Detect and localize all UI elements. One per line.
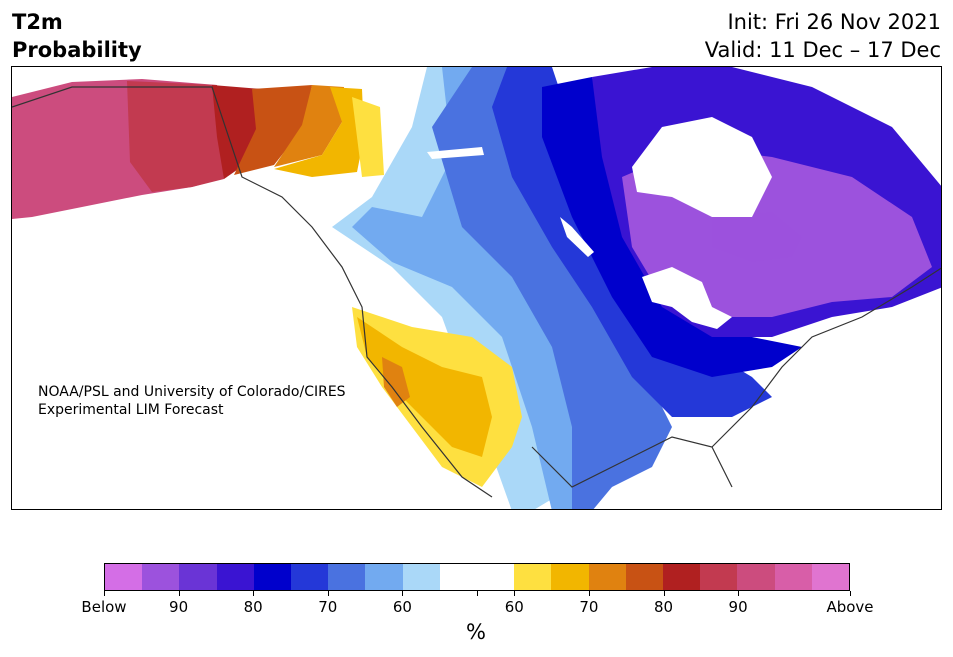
colorbar-tick — [178, 591, 180, 596]
coastline-outline — [12, 86, 941, 498]
colorbar-cell — [216, 564, 254, 590]
colorbar-cell — [514, 564, 552, 590]
probability-map — [12, 67, 941, 509]
colorbar-tick-label: 80 — [653, 598, 674, 616]
colorbar-tick — [663, 591, 665, 596]
colorbar-tick-label: Above — [826, 598, 874, 616]
colorbar-tick-label: 90 — [169, 598, 189, 616]
credit-text: NOAA/PSL and University of Colorado/CIRE… — [38, 383, 346, 419]
valid-range: Valid: 11 Dec – 17 Dec — [704, 38, 941, 62]
region-alaska-above-80 — [127, 81, 224, 192]
lake-athabasca — [427, 147, 484, 159]
colorbar-cell — [253, 564, 292, 590]
region-bc-above-60 — [234, 85, 312, 175]
colorbar-cell — [328, 564, 366, 590]
init-date: Init: Fri 26 Nov 2021 — [727, 10, 941, 34]
colorbar-cell — [291, 564, 329, 590]
region-bc-above-30 — [352, 97, 384, 177]
probability-colorbar — [104, 563, 850, 591]
colorbar-tick-label: Below — [81, 598, 127, 616]
region-plains-below-40 — [352, 67, 597, 509]
colorbar-cell — [774, 564, 812, 590]
colorbar-cell — [142, 564, 180, 590]
colorbar-tick — [588, 591, 590, 596]
colorbar-tick — [104, 591, 105, 596]
colorbar-cell — [811, 564, 850, 590]
colorbar-cell — [105, 564, 143, 590]
region-yukon-above-70 — [212, 85, 262, 179]
colorbar-cell — [179, 564, 217, 590]
colorbar-tick-label: 80 — [243, 598, 263, 616]
colorbar-cell — [551, 564, 589, 590]
colorbar-tick-label: 70 — [579, 598, 599, 616]
region-southwest-above-40 — [357, 317, 492, 457]
colorbar-cell — [402, 564, 440, 590]
colorbar-unit: % — [466, 620, 486, 644]
forecast-dates: Init: Fri 26 Nov 2021 Valid: 11 Dec – 17… — [705, 8, 941, 64]
colorbar-ticks — [104, 591, 851, 599]
colorbar-tick — [402, 591, 404, 596]
credit-line-2: Experimental LIM Forecast — [38, 402, 224, 418]
great-lakes — [642, 267, 732, 329]
title-line-1: T2m — [12, 10, 63, 34]
colorbar-tick — [477, 591, 478, 596]
colorbar-tick — [253, 591, 255, 596]
colorbar-tick-label: 70 — [318, 598, 338, 616]
colorbar-cell — [737, 564, 775, 590]
credit-line-1: NOAA/PSL and University of Colorado/CIRE… — [38, 384, 346, 400]
colorbar-cell — [365, 564, 403, 590]
map-panel — [11, 66, 942, 510]
colorbar-tick-label: 60 — [504, 598, 524, 616]
colorbar-cell — [588, 564, 626, 590]
colorbar-cell — [477, 564, 515, 590]
title-line-2: Probability — [12, 38, 142, 62]
region-bc-above-50 — [274, 85, 344, 167]
colorbar-tick-label: 90 — [728, 598, 748, 616]
colorbar-cell — [663, 564, 701, 590]
map-title: T2m Probability — [12, 8, 142, 64]
region-california-above-50 — [382, 357, 410, 407]
colorbar-cell — [439, 564, 478, 590]
colorbar-tick — [850, 591, 851, 596]
colorbar-tick-label: 60 — [392, 598, 412, 616]
region-quebec-core-below-max — [712, 212, 802, 262]
region-central-below-50 — [432, 67, 672, 509]
colorbar-cell — [625, 564, 664, 590]
colorbar-tick — [514, 591, 516, 596]
lake-winnipeg — [560, 217, 594, 257]
colorbar-tick — [738, 591, 740, 596]
colorbar-tick — [327, 591, 329, 596]
colorbar-cell — [700, 564, 738, 590]
hudson-bay — [632, 117, 772, 217]
region-bc-above-40 — [274, 87, 364, 177]
